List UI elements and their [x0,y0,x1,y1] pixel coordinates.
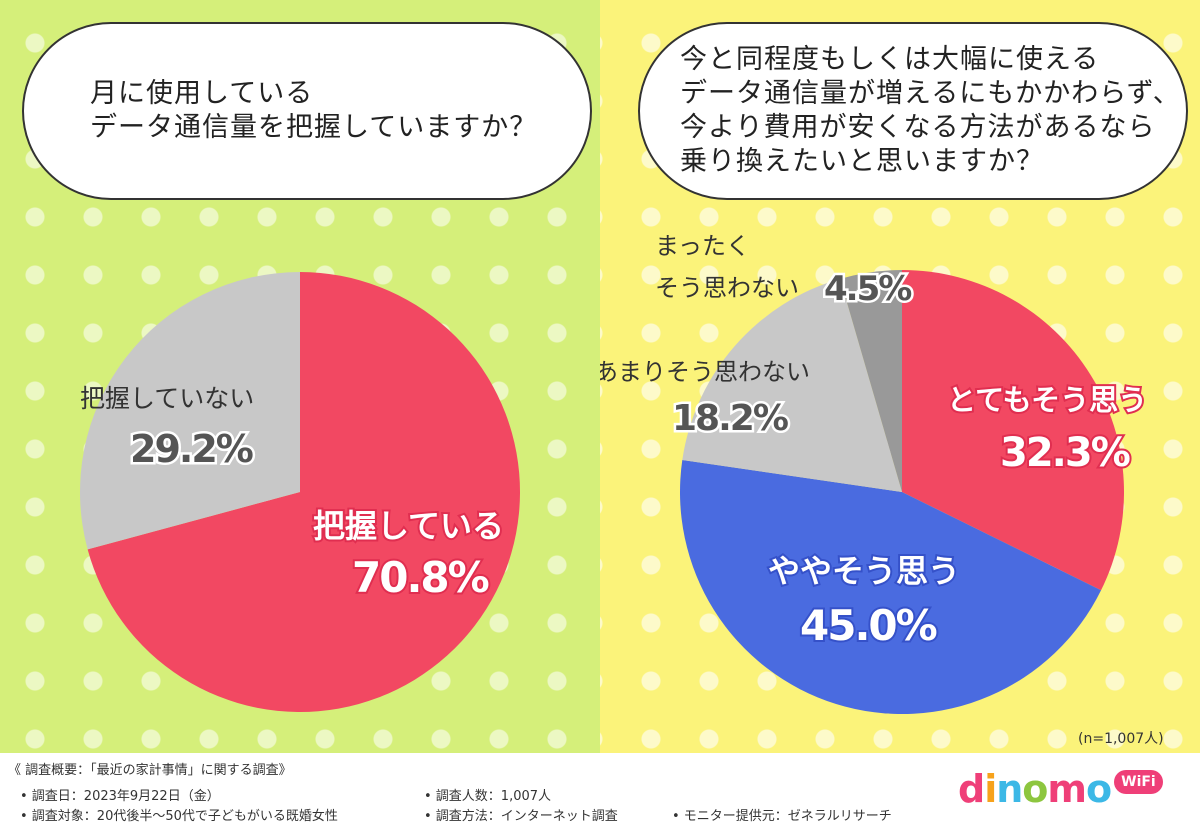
dinomo-wifi-logo: dinomo WiFi [958,767,1163,813]
wifi-badge: WiFi [1114,770,1163,794]
value-aware: 70.8% [352,553,489,602]
logo-letter-o2: o [1086,767,1112,811]
logo-letter-n: n [996,767,1023,811]
right-pie-chart: まったく そう思わない 4.5% あまりそう思わない 18.2% とてもそう思う… [600,232,1149,714]
logo-letter-d: d [958,767,985,811]
value-not-at-all: 4.5% [824,269,911,309]
survey-provider: • モニター提供元：ゼネラルリサーチ [672,809,892,824]
survey-date: • 調査日：2023年9月22日（金） [20,789,220,804]
logo-letter-m: m [1047,767,1087,811]
right-question-bubble: 今と同程度もしくは大幅に使える データ通信量が増えるにもかかわらず、 今より費用… [638,22,1188,200]
label-not-at-all-2: そう思わない [655,274,799,302]
right-question-line-4: 乗り換えたいと思いますか？ [680,146,1044,177]
logo-letter-o: o [1022,767,1048,811]
right-question-line-1: 今と同程度もしくは大幅に使える [680,44,1100,75]
pie-slice-3 [840,270,902,492]
right-question-line-3: 今より費用が安くなる方法があるなら [680,112,1156,143]
value-somewhat-agree: 45.0% [800,601,937,650]
label-strongly-agree: とてもそう思う [947,383,1147,417]
value-strongly-agree: 32.3% [1000,430,1130,476]
survey-footer: 《 調査概要：「最近の家計事情」に関する調査》 • 調査日：2023年9月22日… [0,753,1200,831]
survey-respondents: • 調査人数：1,007人 [424,789,552,804]
sample-size-note: (n=1,007人) [1078,731,1164,747]
label-not-at-all-1: まったく [655,232,750,260]
left-question-line-2: データ通信量を把握していますか？ [90,112,538,143]
pie-slice-1 [680,460,1102,714]
label-not-aware: 把握していない [80,384,254,413]
left-pie-chart: 把握していない 29.2% 把握している 70.8% [80,272,521,712]
survey-target: • 調査対象：20代後半〜50代で子どもがいる既婚女性 [20,809,338,824]
right-panel: 今と同程度もしくは大幅に使える データ通信量が増えるにもかかわらず、 今より費用… [600,0,1200,753]
value-not-aware: 29.2% [130,427,253,471]
pie-slice-0 [87,272,521,712]
left-question-bubble: 月に使用している データ通信量を把握していますか？ [22,22,592,200]
pie-slice-1 [80,272,300,550]
label-somewhat-agree: ややそう思う [768,552,960,590]
survey-method: • 調査方法：インターネット調査 [424,809,618,824]
label-not-really: あまりそう思わない [600,358,810,386]
survey-overview: 《 調査概要：「最近の家計事情」に関する調査》 [8,763,292,778]
left-panel: 月に使用している データ通信量を把握していますか？ 把握していない 29.2% … [0,0,600,753]
pie-slice-2 [682,278,902,492]
left-question-line-1: 月に使用している [90,78,314,109]
logo-letter-i: i [984,767,997,811]
pie-slice-0 [902,270,1124,591]
label-aware: 把握している [313,507,504,545]
right-question-line-2: データ通信量が増えるにもかかわらず、 [680,78,1181,109]
value-not-really: 18.2% [672,398,788,439]
